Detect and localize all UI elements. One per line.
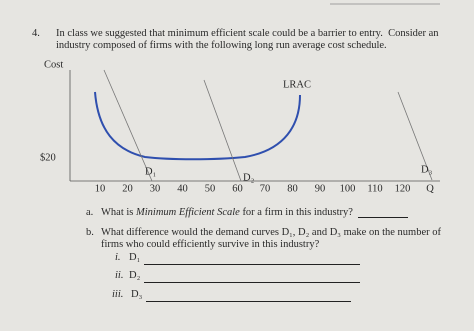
x-tick-label: 120 <box>395 183 411 194</box>
question-number: 4. <box>32 28 40 39</box>
answer-line <box>144 282 360 283</box>
answer-line <box>146 301 351 302</box>
demand-label: D₃ <box>421 164 433 175</box>
answer-line <box>144 264 360 265</box>
x-ticks: 10 20 30 40 50 60 70 80 90 100 110 120 <box>95 183 411 194</box>
item-numeral: ii. <box>115 270 124 281</box>
answer-line <box>358 217 408 218</box>
x-tick-label: 60 <box>232 183 243 194</box>
demand-label: D₁ <box>145 166 156 177</box>
x-tick-label: 110 <box>367 183 382 194</box>
demand-label: D₂ <box>243 172 255 183</box>
text: for a firm in this industry? <box>239 207 353 218</box>
text: What is <box>101 207 136 218</box>
x-tick-label: 50 <box>205 183 216 194</box>
part-b-line: What difference would the demand curves … <box>101 227 441 238</box>
demand-d1 <box>103 69 153 182</box>
demand-d3 <box>397 91 433 181</box>
x-tick-label: 10 <box>95 183 106 194</box>
question-line: In class we suggested that minimum effic… <box>56 28 439 39</box>
x-tick-label: 40 <box>177 183 188 194</box>
curve-label: LRAC <box>283 79 311 90</box>
x-tick-label: 90 <box>315 183 326 194</box>
demand-d2 <box>203 79 242 182</box>
question-line: industry composed of firms with the foll… <box>56 40 387 51</box>
item-label: D₁ <box>129 252 141 263</box>
emphasis: Minimum Efficient Scale <box>136 207 240 218</box>
x-tick-label: 20 <box>122 183 133 194</box>
part-a-text: What is Minimum Efficient Scale for a fi… <box>101 207 353 219</box>
lrac-curve <box>94 91 301 161</box>
item-numeral: iii. <box>112 289 124 300</box>
part-letter: a. <box>86 207 94 218</box>
item-numeral: i. <box>115 252 121 263</box>
y-label: Cost <box>44 59 63 70</box>
x-label: Q <box>426 183 434 194</box>
part-b-line: firms who could efficiently survive in t… <box>101 239 320 250</box>
part-letter: b. <box>86 227 94 238</box>
y-value: $20 <box>40 152 56 163</box>
x-tick-label: 100 <box>340 183 356 194</box>
x-tick-label: 30 <box>150 183 161 194</box>
item-label: D₂ <box>129 270 141 281</box>
x-tick-label: 70 <box>260 183 271 194</box>
x-tick-label: 80 <box>287 183 298 194</box>
item-label: D₃ <box>131 289 143 300</box>
